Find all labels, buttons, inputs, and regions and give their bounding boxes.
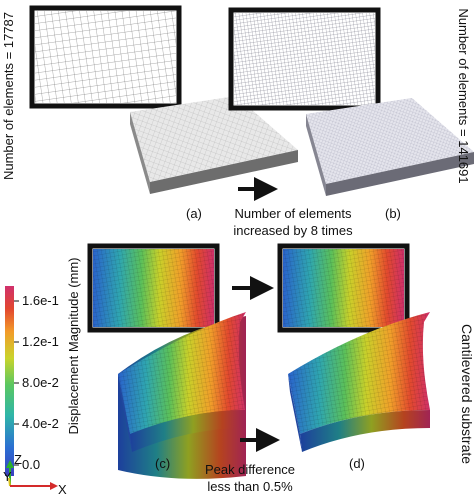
fine-element-count: Number of elements = 141691 xyxy=(456,8,471,183)
panel-b xyxy=(228,7,474,196)
colorbar-tick-label: 0.0 xyxy=(22,457,40,472)
coarse-element-count: Number of elements = 17787 xyxy=(1,12,16,180)
displacement-inset-c xyxy=(87,243,220,333)
colorbar-tick-label: 4.0e-2 xyxy=(22,416,59,431)
axis-x-label: X xyxy=(58,482,67,496)
colorbar-ticks xyxy=(14,300,19,466)
panel-label-b: (b) xyxy=(385,206,401,221)
colorbar-tick-label: 1.6e-1 xyxy=(22,293,59,308)
colorbar-tick-label: 1.2e-1 xyxy=(22,334,59,349)
substrate-block-fine xyxy=(306,98,474,196)
panel-label-a: (a) xyxy=(186,206,202,221)
refine-caption-line1: Number of elements xyxy=(234,206,352,221)
peak-caption-line2: less than 0.5% xyxy=(207,479,293,494)
mesh-zoom-inset-a xyxy=(29,5,182,109)
panel-label-c: (c) xyxy=(155,456,170,471)
colorbar: 1.6e-1 1.2e-1 8.0e-2 4.0e-2 0.0 Displace… xyxy=(5,257,81,476)
panel-label-d: (d) xyxy=(349,456,365,471)
colorbar-title: Displacement Magnitude (mm) xyxy=(66,257,81,434)
displacement-inset-d xyxy=(277,243,410,333)
axis-triad: Z Y X xyxy=(3,452,67,496)
refine-caption-line2: increased by 8 times xyxy=(233,223,353,238)
panel-d xyxy=(277,243,430,452)
substrate-block-coarse xyxy=(130,96,298,194)
mesh-zoom-inset-b xyxy=(228,7,381,111)
peak-caption-line1: Peak difference xyxy=(205,462,295,477)
cantilever-side-label: Cantilevered substrate xyxy=(459,324,474,464)
panel-c xyxy=(87,243,246,479)
colorbar-gradient xyxy=(5,286,14,476)
axis-z-label: Z xyxy=(14,452,22,467)
axis-y-label: Y xyxy=(3,469,12,484)
colorbar-tick-label: 8.0e-2 xyxy=(22,375,59,390)
cantilever-plot-coarse xyxy=(118,312,246,479)
panel-a xyxy=(29,5,298,194)
cantilever-plot-fine xyxy=(288,312,430,452)
